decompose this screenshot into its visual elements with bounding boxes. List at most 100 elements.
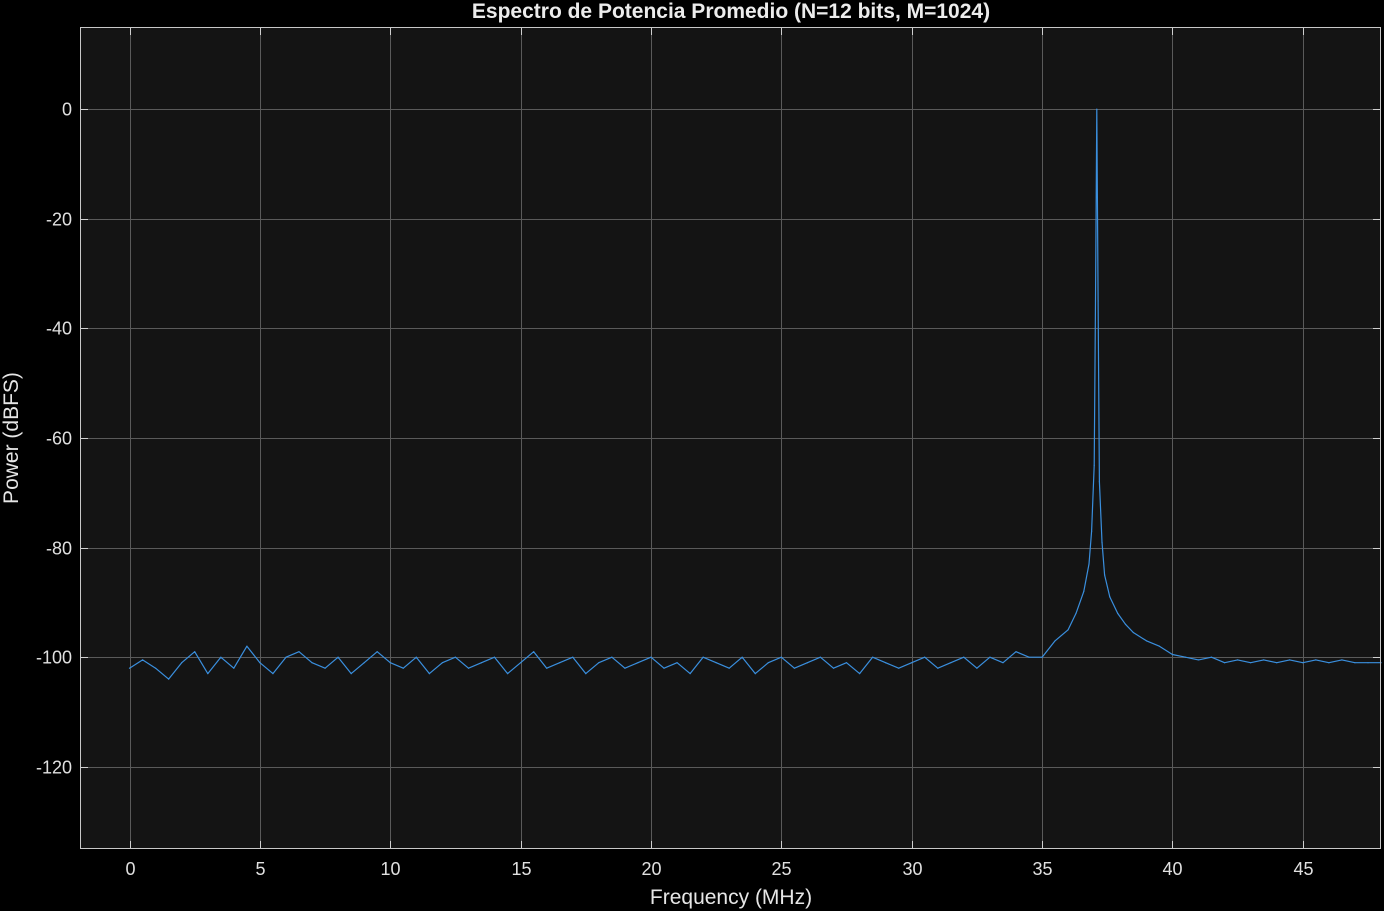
spectrum-data-point xyxy=(963,656,965,658)
spectrum-data-point xyxy=(1184,656,1187,658)
spectrum-data-point xyxy=(1315,659,1317,661)
x-tick-label: 25 xyxy=(771,859,791,879)
spectrum-data-point xyxy=(754,673,756,675)
spectrum-data-point xyxy=(1250,662,1252,664)
spectrum-data-point xyxy=(1101,541,1103,543)
spectrum-data-point xyxy=(1145,640,1147,642)
spectrum-data-point xyxy=(1263,659,1265,661)
spectrum-data-point xyxy=(533,651,535,653)
spectrum-data-point xyxy=(898,667,900,669)
spectrum-data-point xyxy=(663,667,665,669)
x-tick-label: 40 xyxy=(1162,859,1182,879)
spectrum-data-point xyxy=(1341,659,1343,661)
x-tick-label: 30 xyxy=(902,859,922,879)
chart-title: Espectro de Potencia Promedio (N=12 bits… xyxy=(472,0,990,23)
spectrum-data-point xyxy=(493,656,496,658)
plot-frame xyxy=(80,27,1381,849)
spectrum-data-point xyxy=(728,667,730,669)
spectrum-data-point xyxy=(402,667,404,669)
spectrum-data-point xyxy=(1237,659,1239,661)
y-tick-label: -60 xyxy=(46,429,72,449)
spectrum-data-point xyxy=(546,667,548,669)
spectrum-data-point xyxy=(363,662,365,664)
grid xyxy=(80,27,1381,849)
y-tick-label: -20 xyxy=(46,210,72,230)
spectrum-data-point xyxy=(1117,612,1119,615)
x-tick-label: 45 xyxy=(1293,859,1313,879)
spectrum-data-point xyxy=(885,662,887,664)
spectrum-data-point xyxy=(624,667,626,669)
spectrum-data-point xyxy=(1015,651,1017,653)
spectrum-data-point xyxy=(1354,662,1356,664)
spectrum-data-point xyxy=(1075,612,1077,615)
spectrum-data-point xyxy=(611,656,613,658)
spectrum-data-point xyxy=(1124,623,1127,625)
x-tick-label: 5 xyxy=(255,859,265,879)
spectrum-data-point xyxy=(767,662,769,664)
spectrum-data-point xyxy=(337,656,339,658)
x-axis-label: Frequency (MHz) xyxy=(650,886,812,909)
spectrum-data-point xyxy=(1041,656,1043,658)
spectrum-data-point xyxy=(1091,530,1093,532)
spectrum-data-point xyxy=(715,662,717,664)
spectrum-data-point xyxy=(1104,574,1106,576)
spectrum-data-point xyxy=(441,662,443,664)
y-tick-label: 0 xyxy=(62,100,72,120)
spectrum-data-point xyxy=(207,673,209,675)
spectrum-data-point xyxy=(1276,662,1278,664)
spectrum-data-point xyxy=(1328,662,1330,664)
spectrum-data-point xyxy=(1088,563,1090,565)
spectrum-data-point xyxy=(142,659,144,661)
spectrum-data-point xyxy=(520,662,522,664)
spectrum-data-point xyxy=(598,662,600,664)
spectrum-data-point xyxy=(1302,662,1304,664)
y-axis-label: Power (dBFS) xyxy=(0,372,23,504)
spectrum-data-point xyxy=(559,662,561,664)
spectrum-data-point xyxy=(585,673,587,675)
spectrum-data-point xyxy=(376,651,378,653)
spectrum-data-point xyxy=(1210,656,1213,658)
spectrum-data-point xyxy=(1096,108,1098,110)
spectrum-data-point xyxy=(872,656,874,658)
spectrum-data-point xyxy=(572,656,574,658)
spectrum-data-point xyxy=(1367,662,1369,664)
spectrum-data-point xyxy=(350,673,352,675)
spectrum-data-point xyxy=(637,662,639,664)
spectrum-data-point xyxy=(480,662,483,664)
spectrum-data-point xyxy=(155,667,157,669)
spectrum-data-point xyxy=(415,656,417,658)
spectrum-data-point xyxy=(324,667,326,669)
y-tick-label: -40 xyxy=(46,319,72,339)
spectrum-data-point xyxy=(1054,640,1056,642)
x-tick-label: 0 xyxy=(125,859,135,879)
spectrum-data-point xyxy=(285,656,287,658)
spectrum-data-point xyxy=(689,673,691,675)
spectrum-data-point xyxy=(741,656,743,658)
x-tick-label: 10 xyxy=(380,859,400,879)
spectrum-data-point xyxy=(272,673,274,675)
x-tick-label: 20 xyxy=(641,859,661,879)
spectrum-data-point xyxy=(1002,662,1004,664)
spectrum-data-point xyxy=(819,656,822,658)
spectrum-data-point xyxy=(246,645,248,647)
spectrum-data-point xyxy=(780,656,782,658)
spectrum-data-point xyxy=(128,667,131,669)
spectrum-data-point xyxy=(194,651,196,653)
spectrum-data-point xyxy=(806,662,809,664)
spectrum-data-point xyxy=(233,667,235,669)
spectrum-data-point xyxy=(454,656,456,658)
spectrum-data-point xyxy=(1097,300,1099,302)
y-tick-label: -120 xyxy=(36,758,72,778)
spectrum-data-point xyxy=(1109,596,1111,598)
spectrum-data-point xyxy=(181,662,183,664)
x-tick-label: 35 xyxy=(1032,859,1052,879)
spectrum-data-point xyxy=(924,656,926,658)
spectrum-data-point xyxy=(1083,590,1085,593)
spectrum-data-point xyxy=(702,656,704,658)
spectrum-data-point xyxy=(168,678,170,680)
spectrum-data-point xyxy=(1158,645,1160,647)
spectrum-data-point xyxy=(507,673,509,675)
spectrum-data-point xyxy=(1132,631,1134,634)
spectrum-data-point xyxy=(950,662,952,664)
